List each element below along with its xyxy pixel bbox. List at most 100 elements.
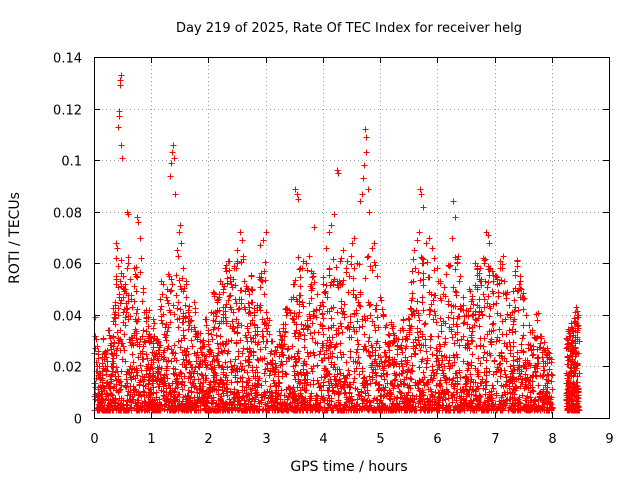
data-point [452, 214, 459, 221]
data-point [366, 209, 373, 216]
data-point [291, 281, 298, 288]
data-point [374, 273, 381, 280]
data-point [418, 191, 425, 198]
data-point [137, 235, 144, 242]
data-point [223, 268, 230, 275]
x-tick-label: 9 [605, 432, 613, 447]
data-point [357, 198, 364, 205]
data-point [138, 255, 145, 262]
data-point [361, 162, 368, 169]
data-point [363, 134, 370, 141]
data-point [463, 307, 470, 314]
data-point [268, 338, 275, 345]
x-tick-label: 6 [433, 432, 441, 447]
data-point [205, 327, 212, 334]
data-point [135, 219, 142, 226]
data-point [115, 124, 122, 131]
x-axis-label: GPS time / hours [290, 459, 407, 475]
data-point [429, 245, 436, 252]
data-point [283, 312, 290, 319]
data-point [243, 283, 250, 290]
data-point [503, 291, 510, 298]
data-point [480, 255, 487, 262]
data-point [337, 258, 344, 265]
data-points [92, 72, 583, 383]
data-point [383, 322, 390, 329]
data-point [178, 240, 185, 247]
data-point [172, 191, 179, 198]
data-point [363, 149, 370, 156]
data-point [167, 173, 174, 180]
data-point [191, 299, 198, 306]
data-point [254, 302, 261, 309]
x-tick-label: 5 [376, 432, 384, 447]
data-point [118, 72, 125, 79]
data-point [454, 260, 461, 267]
data-point [540, 345, 547, 352]
data-point [434, 265, 441, 272]
data-point [520, 296, 527, 303]
data-point [576, 338, 583, 345]
data-point [140, 289, 147, 296]
data-point [532, 335, 539, 342]
data-point [303, 260, 310, 267]
data-point [523, 312, 530, 319]
data-point [311, 224, 318, 231]
data-point [514, 258, 521, 265]
data-point [517, 273, 524, 280]
data-point [416, 229, 423, 236]
data-point [170, 142, 177, 149]
data-point [274, 343, 281, 350]
data-point [349, 240, 356, 247]
data-point [294, 191, 301, 198]
data-point [288, 296, 295, 303]
data-point [340, 247, 347, 254]
data-point [217, 278, 224, 285]
data-point [197, 338, 204, 345]
data-point [96, 363, 103, 370]
x-tick-label: 4 [319, 432, 327, 447]
data-point [248, 273, 255, 280]
data-point [97, 376, 104, 383]
y-axis-label: ROTI / TECUs [7, 192, 23, 284]
data-point [512, 268, 519, 275]
data-point [220, 286, 227, 293]
data-point [477, 265, 484, 272]
y-tick-label: 0.12 [53, 104, 82, 119]
data-point [346, 273, 353, 280]
data-point [277, 332, 284, 339]
plot-frame [94, 57, 610, 419]
dense-data-cloud [91, 253, 583, 414]
data-point [154, 340, 161, 347]
data-point [240, 253, 247, 260]
data-point [351, 235, 358, 242]
y-tick-label: 0.1 [61, 155, 82, 170]
data-point [377, 294, 384, 301]
data-point [105, 327, 112, 334]
data-point [389, 325, 396, 332]
data-point [573, 304, 580, 311]
x-tick-label: 3 [262, 432, 270, 447]
data-point [446, 263, 453, 270]
data-point [391, 338, 398, 345]
data-point [506, 302, 513, 309]
data-point [108, 340, 115, 347]
data-point [295, 196, 302, 203]
data-point [148, 335, 155, 342]
y-tick-labels: 0 0.02 0.04 0.06 0.08 0.1 0.12 0.14 [53, 52, 82, 428]
data-point [114, 245, 121, 252]
data-point [246, 291, 253, 298]
data-point [494, 281, 501, 288]
data-point [362, 126, 369, 133]
data-point [529, 327, 536, 334]
data-point [168, 160, 175, 167]
data-point [571, 320, 578, 327]
data-point [417, 186, 424, 193]
data-point [400, 317, 407, 324]
data-point [183, 281, 190, 288]
data-point [306, 253, 313, 260]
data-point [214, 299, 221, 306]
data-point [437, 278, 444, 285]
data-point [134, 214, 141, 221]
